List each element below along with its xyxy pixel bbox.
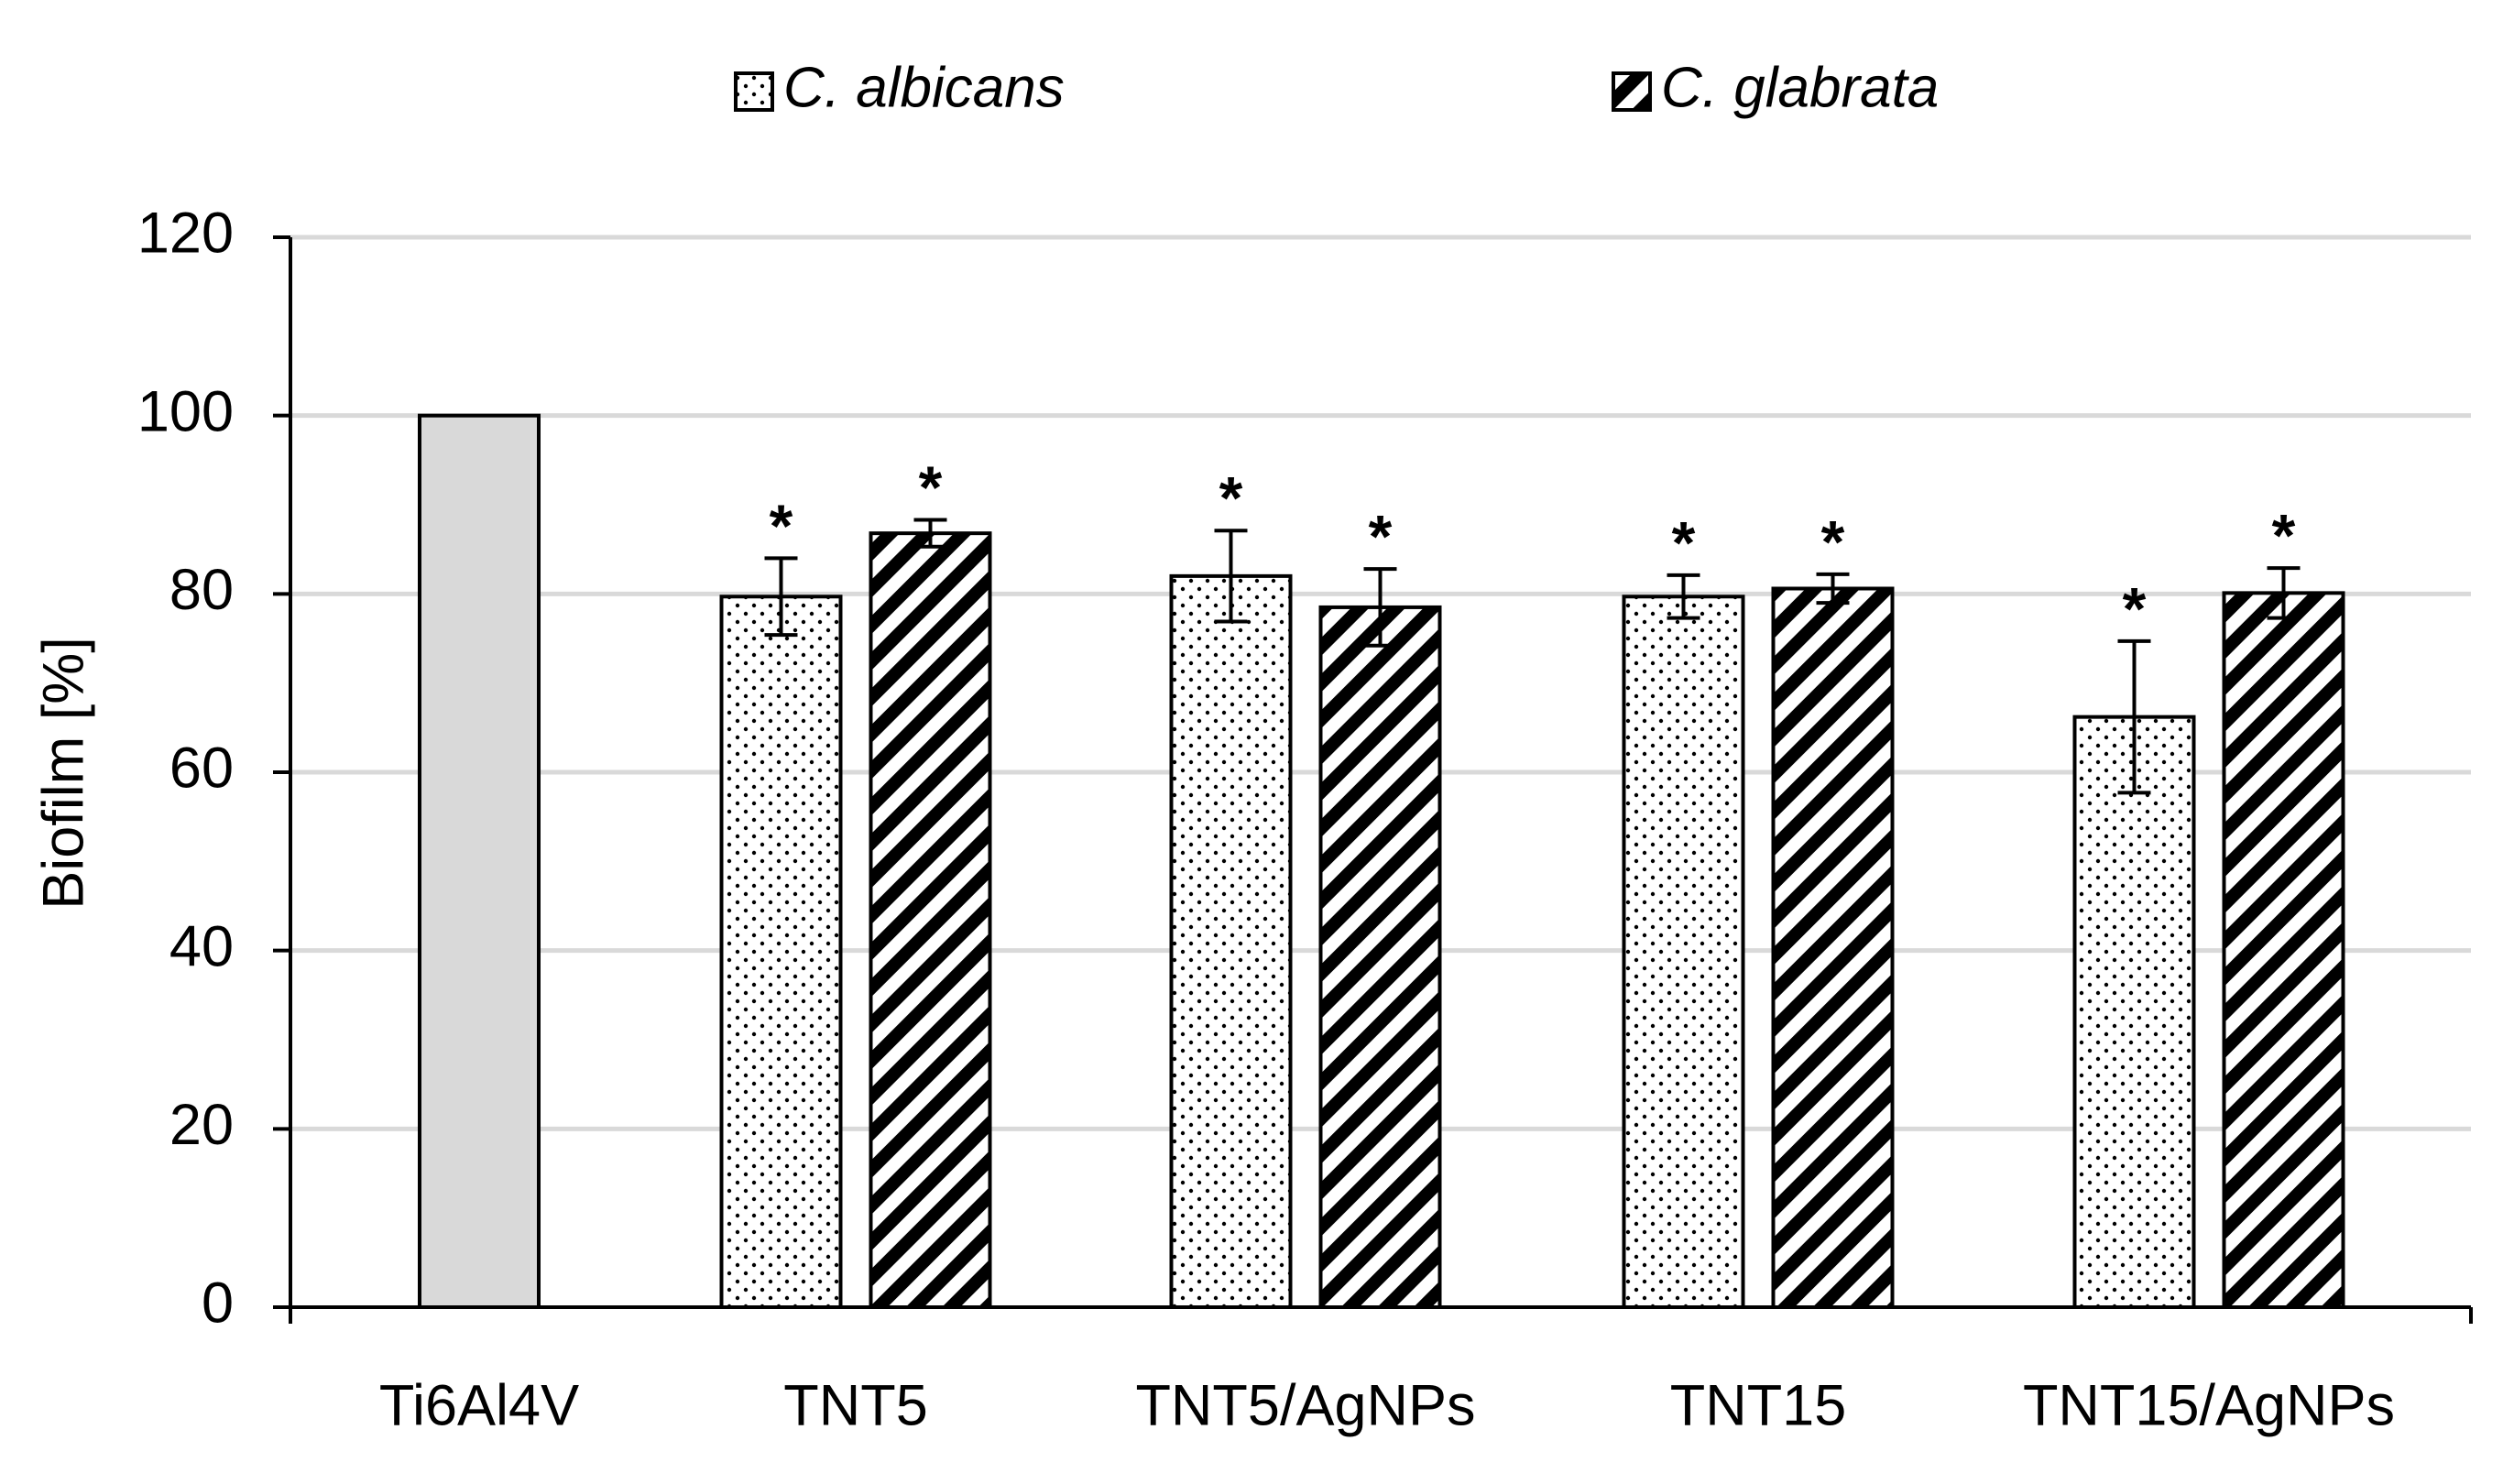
y-tick-label: 20 [169, 1093, 234, 1157]
bar [1771, 586, 1895, 1309]
legend-label: C. glabrata [1661, 56, 1939, 119]
bar [869, 531, 992, 1309]
x-tick-label: TNT15 [1670, 1374, 1847, 1438]
significance-mark: * [1219, 464, 1243, 532]
y-axis-label: Biofilm [%] [32, 637, 96, 910]
y-tick-label: 120 [137, 202, 234, 266]
x-tick-label: Ti6Al4V [379, 1374, 579, 1438]
significance-mark: * [1672, 508, 1696, 576]
legend-swatch [1612, 71, 1652, 112]
y-tick-label: 60 [169, 737, 234, 801]
legend-swatch [734, 71, 774, 112]
significance-mark: * [1821, 507, 1845, 575]
bar [1169, 573, 1293, 1309]
significance-mark: * [919, 453, 943, 521]
bar [719, 595, 843, 1309]
significance-mark: * [2123, 574, 2147, 642]
y-tick-label: 40 [169, 914, 234, 978]
y-tick-label: 80 [169, 558, 234, 622]
legend-label: C. albicans [783, 56, 1065, 119]
bar [2072, 715, 2196, 1309]
y-tick-label: 0 [202, 1271, 234, 1336]
significance-mark: * [1369, 503, 1393, 571]
y-tick-label: 100 [137, 379, 234, 443]
bar [1622, 595, 1745, 1309]
x-tick-label: TNT5 [783, 1374, 928, 1438]
significance-mark: * [2272, 502, 2296, 570]
bar [1318, 605, 1442, 1309]
bar [2222, 591, 2345, 1309]
significance-mark: * [770, 492, 793, 560]
x-tick-label: TNT5/AgNPs [1135, 1374, 1475, 1438]
bar [418, 413, 541, 1309]
x-tick-label: TNT15/AgNPs [2023, 1374, 2395, 1438]
